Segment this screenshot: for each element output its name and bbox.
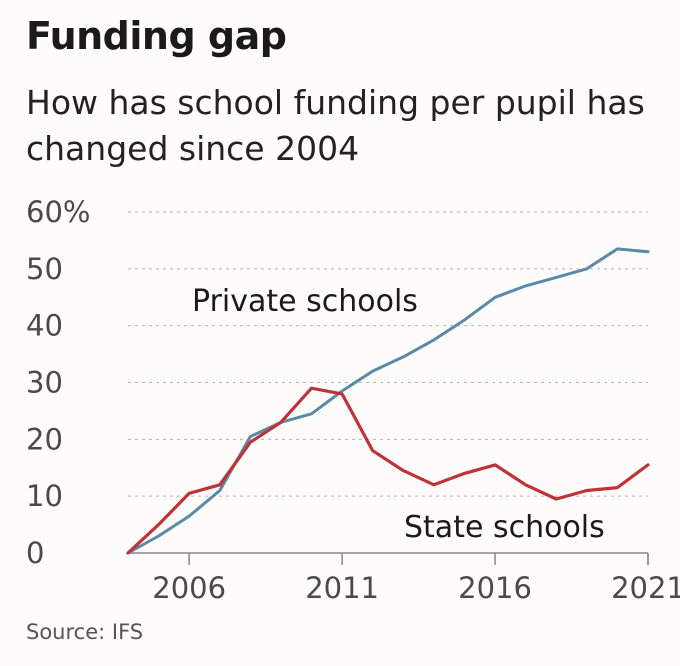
series-lines xyxy=(126,247,650,555)
series-line-private-schools xyxy=(126,247,650,555)
series-line-state-schools xyxy=(126,386,650,555)
chart-subtitle: How has school funding per pupil has cha… xyxy=(26,83,645,168)
y-axis-ticks: 0 10 20 30 40 50 60% xyxy=(26,195,90,570)
x-tick-label: 2006 xyxy=(152,571,226,605)
y-tick-label: 40 xyxy=(26,309,63,343)
y-tick-label: 10 xyxy=(26,479,63,513)
y-tick-label: 30 xyxy=(26,366,63,400)
x-tick-label: 2016 xyxy=(458,571,532,605)
chart-title: Funding gap xyxy=(26,14,287,58)
y-tick-label: 0 xyxy=(26,536,44,570)
y-tick-label: 50 xyxy=(26,252,63,286)
series-label-state-schools: State schools xyxy=(404,510,605,545)
y-tick-label: 20 xyxy=(26,422,63,456)
source-note: Source: IFS xyxy=(26,620,144,644)
y-tick-label: 60% xyxy=(26,195,90,229)
x-tick-label: 2011 xyxy=(305,571,379,605)
x-axis-ticks: 2006 2011 2016 2021 xyxy=(152,553,680,605)
series-label-private-schools: Private schools xyxy=(192,284,418,319)
x-tick-label: 2021 xyxy=(611,571,680,605)
